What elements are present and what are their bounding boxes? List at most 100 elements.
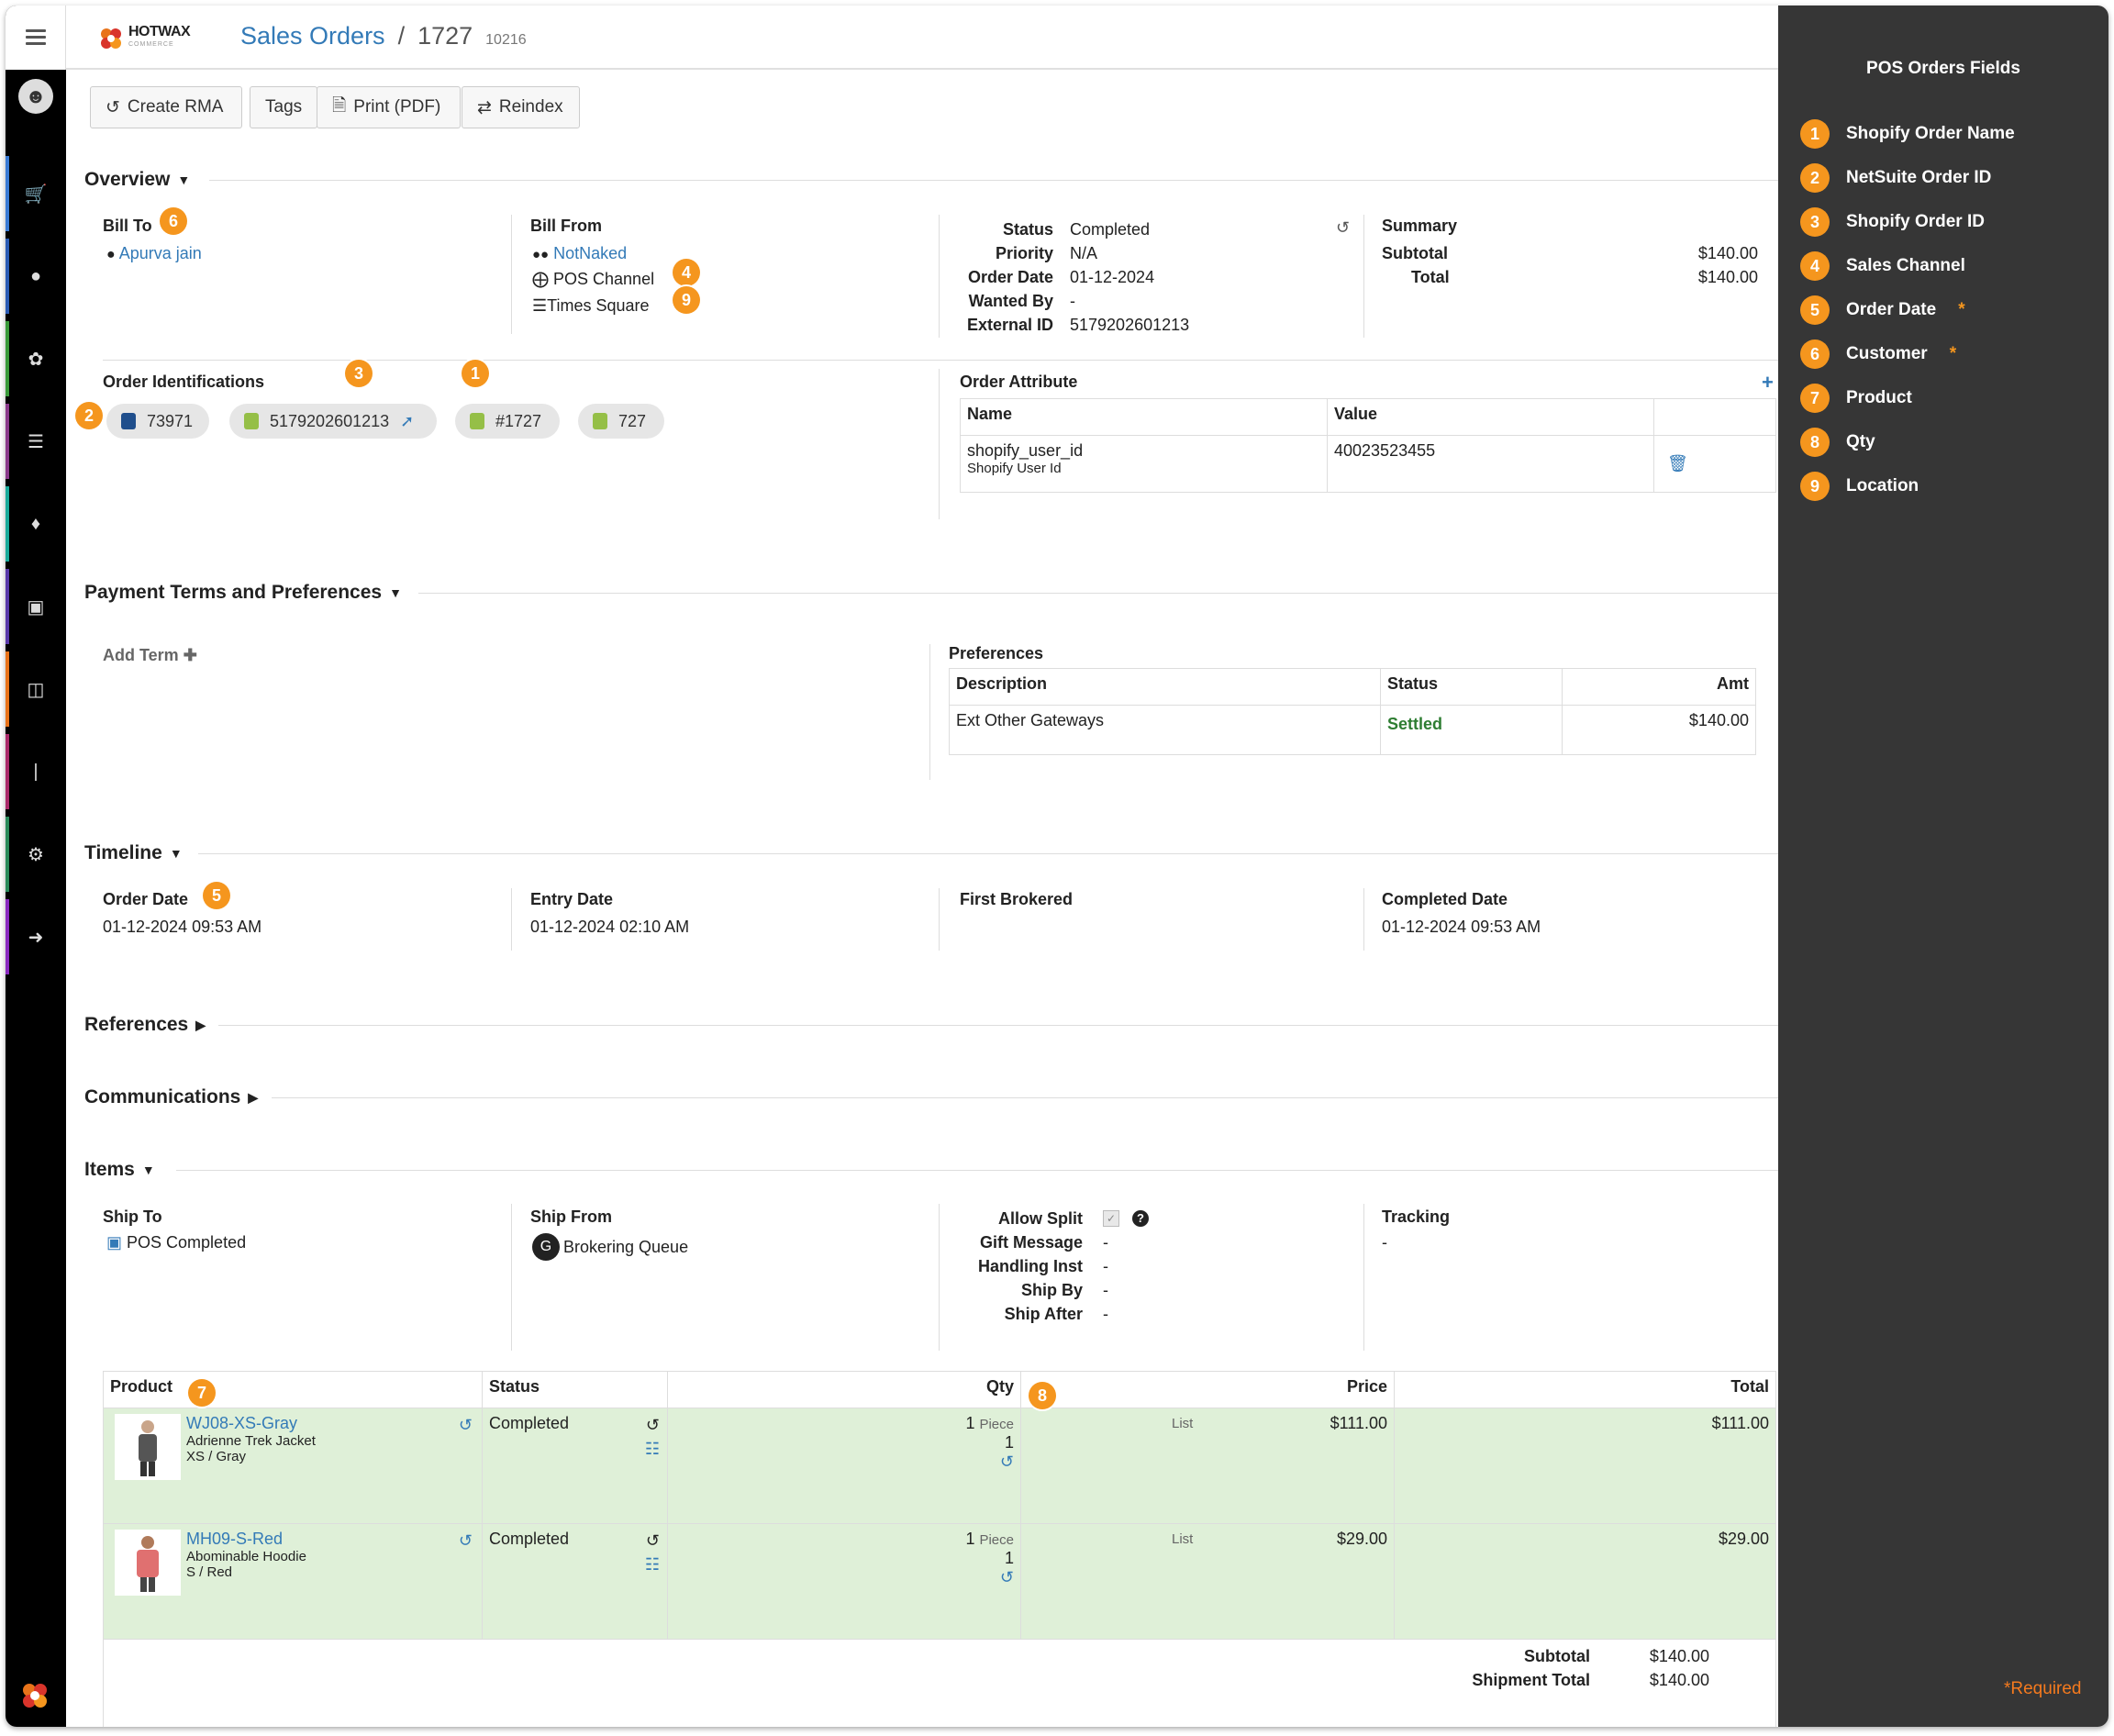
nav-accounting-icon[interactable]: ▣: [6, 565, 66, 648]
history-icon[interactable]: ↺: [458, 1531, 473, 1550]
delete-attribute-icon[interactable]: 🗑: [1653, 435, 1776, 493]
attr-name: shopify_user_id: [967, 441, 1084, 460]
subtotal-value: $140.00: [1697, 244, 1758, 262]
brand-sub: COMMERCE: [128, 41, 174, 48]
ship-to-value: POS Completed: [127, 1233, 247, 1252]
wanted-by-label: Wanted By: [968, 292, 1053, 310]
user-avatar-icon[interactable]: ☻: [18, 79, 53, 114]
facility-avatar: G: [532, 1233, 560, 1261]
legend-number: 2: [1800, 163, 1830, 193]
nav-customers-icon[interactable]: ●: [6, 235, 66, 317]
shopify-icon: [470, 413, 484, 429]
item-qty-secondary: 1: [1004, 1549, 1014, 1567]
vendor-link[interactable]: ●● NotNaked: [532, 244, 627, 263]
add-attribute-icon[interactable]: +: [1762, 371, 1774, 394]
references-title: References: [84, 1014, 189, 1035]
section-divider: [218, 1025, 1778, 1026]
breadcrumb-sales-orders[interactable]: Sales Orders: [240, 22, 385, 50]
payment-section-toggle[interactable]: Payment Terms and Preferences ▼: [84, 582, 402, 604]
brand-name: HOTWAX: [128, 24, 191, 39]
total-value: $140.00: [1697, 268, 1758, 286]
column-divider: [511, 215, 512, 334]
history-icon[interactable]: ↺: [999, 1568, 1014, 1586]
item-status-header: Status: [482, 1371, 668, 1408]
hamburger-icon[interactable]: [26, 29, 46, 49]
tl-completed-date: 01-12-2024 09:53 AM: [1382, 918, 1541, 936]
shopify-order-id-pill[interactable]: 5179202601213 ➚: [229, 404, 437, 439]
nav-products-icon[interactable]: ✿: [6, 317, 66, 400]
allow-split-checkbox[interactable]: ✓: [1103, 1210, 1119, 1227]
sitemap-icon[interactable]: ☷: [644, 1555, 660, 1574]
sitemap-icon[interactable]: ☷: [644, 1440, 660, 1458]
ship-from-label: Ship From: [530, 1207, 612, 1226]
item-qty: 1: [965, 1530, 975, 1548]
nav-logout-icon[interactable]: ➜: [6, 896, 66, 978]
add-term-button[interactable]: Add Term ✚: [103, 646, 197, 665]
help-icon[interactable]: ?: [1132, 1210, 1149, 1227]
table-row: WJ08-XS-Gray Adrienne Trek Jacket XS / G…: [103, 1408, 1776, 1524]
product-name: Abominable Hoodie: [186, 1549, 306, 1564]
ship-after-value: -: [1103, 1305, 1108, 1323]
hotwax-logo-icon: [101, 28, 121, 49]
references-section-toggle[interactable]: References ▶: [84, 1014, 206, 1036]
external-link-icon[interactable]: ➚: [400, 411, 415, 430]
menu-area: [6, 6, 66, 70]
nav-facilities-icon[interactable]: ☰: [6, 400, 66, 483]
gift-message-value: -: [1103, 1233, 1108, 1252]
tl-first-brokered-label: First Brokered: [960, 890, 1074, 908]
external-id-label: External ID: [966, 316, 1053, 334]
legend-label: Qty: [1846, 432, 1875, 451]
history-icon[interactable]: ↺: [1336, 218, 1351, 237]
hotwax-logo-icon: [23, 1684, 47, 1708]
pos-id: 727: [618, 411, 647, 430]
shopify-order-name: #1727: [495, 411, 542, 430]
handling-value: -: [1103, 1257, 1108, 1275]
plus-icon: ✚: [183, 646, 197, 664]
nav-shipping-icon[interactable]: ♦: [6, 483, 66, 565]
nav-orders-icon[interactable]: 🛒: [6, 152, 66, 235]
item-status: Completed: [489, 1530, 570, 1548]
caret-down-icon: ▼: [141, 1163, 155, 1178]
history-icon[interactable]: ↺: [999, 1452, 1014, 1471]
nav-database-icon[interactable]: ◫: [6, 648, 66, 730]
product-name: Adrienne Trek Jacket: [186, 1433, 316, 1449]
history-icon[interactable]: ↺: [645, 1416, 660, 1434]
column-divider: [939, 1204, 940, 1351]
communications-section-toggle[interactable]: Communications ▶: [84, 1086, 258, 1108]
history-icon[interactable]: ↺: [645, 1531, 660, 1550]
product-sku-link[interactable]: MH09-S-Red: [186, 1530, 284, 1548]
payment-status: Settled: [1380, 705, 1563, 755]
item-total: $29.00: [1394, 1523, 1776, 1640]
history-icon[interactable]: ↺: [458, 1416, 473, 1434]
reindex-button[interactable]: ⇄ Reindex: [462, 86, 580, 128]
items-subtotal: $140.00: [1649, 1647, 1709, 1665]
users-icon: ●●: [532, 247, 550, 262]
timeline-title: Timeline: [84, 842, 162, 863]
overview-section-toggle[interactable]: Overview ▼: [84, 169, 190, 191]
legend-item: 7 Product: [1800, 384, 1912, 413]
server-icon: ☰: [532, 296, 548, 315]
product-thumbnail: [115, 1414, 181, 1480]
nav-settings-icon[interactable]: ⚙: [6, 813, 66, 896]
items-section-toggle[interactable]: Items ▼: [84, 1159, 155, 1181]
brand-logo[interactable]: HOTWAX COMMERCE: [99, 24, 191, 51]
priority-value: N/A: [1070, 244, 1098, 262]
items-title: Items: [84, 1159, 135, 1180]
legend-number: 1: [1800, 119, 1830, 149]
create-rma-button[interactable]: ↺ Create RMA: [90, 86, 242, 128]
column-divider: [1363, 1204, 1364, 1351]
row-divider: [103, 360, 1778, 361]
breadcrumb: Sales Orders / 1727 10216: [240, 22, 527, 50]
shopify-order-id: 5179202601213: [270, 411, 390, 430]
section-divider: [209, 180, 1778, 181]
netsuite-id-pill: 73971: [106, 404, 209, 439]
subtotal-label: Subtotal: [1382, 244, 1448, 262]
tags-button[interactable]: Tags: [250, 86, 317, 128]
customer-link[interactable]: ● Apurva jain: [106, 244, 202, 263]
order-date-label: Order Date: [967, 268, 1053, 286]
legend-label: Product: [1846, 388, 1912, 407]
nav-divider: |: [6, 730, 66, 813]
timeline-section-toggle[interactable]: Timeline ▼: [84, 842, 183, 864]
print-pdf-button[interactable]: 🗎 Print (PDF): [317, 86, 461, 128]
product-sku-link[interactable]: WJ08-XS-Gray: [186, 1414, 298, 1432]
